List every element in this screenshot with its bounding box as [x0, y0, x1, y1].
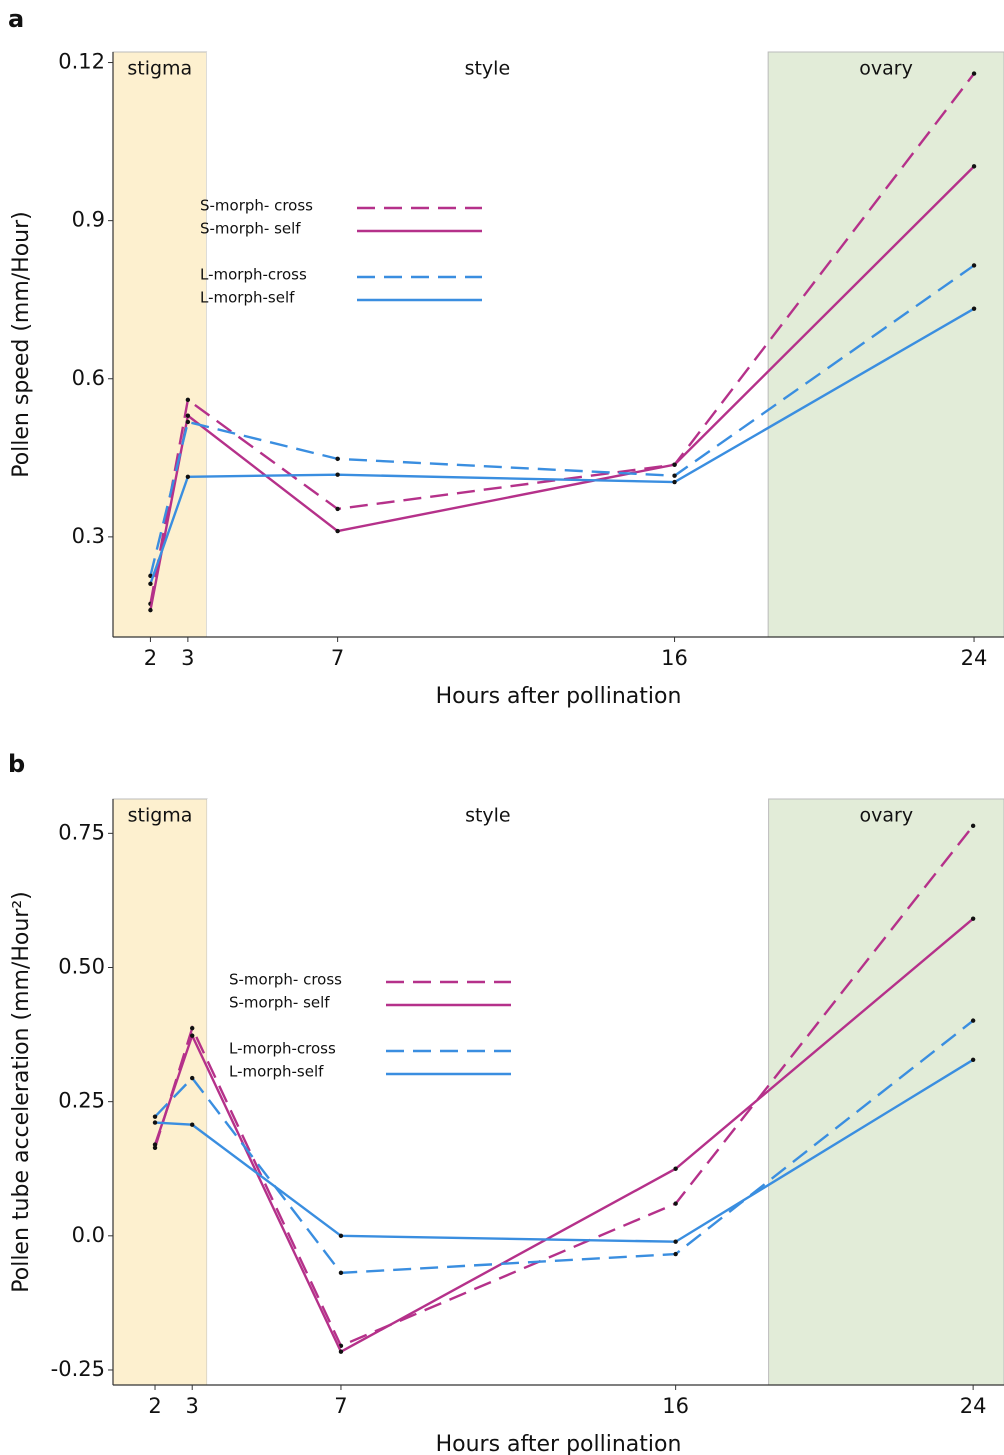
legend-label: L-morph-self [229, 1063, 324, 1081]
data-point [971, 306, 977, 311]
x-tick-label: 7 [334, 1394, 347, 1418]
data-point [672, 473, 677, 478]
region-label: stigma [128, 805, 193, 827]
data-point [148, 607, 153, 613]
legend-label: S-morph- cross [229, 971, 342, 989]
region [206, 52, 769, 637]
data-point [152, 1120, 158, 1125]
y-tick-label: 0.9 [72, 208, 105, 232]
region-label: ovary [860, 805, 914, 827]
x-tick-label: 2 [144, 646, 157, 670]
data-point [152, 1145, 158, 1151]
region-label: stigma [127, 58, 192, 80]
legend-label: L-morph-cross [200, 266, 307, 284]
y-tick-label: -0.25 [51, 1357, 105, 1381]
data-point [335, 472, 340, 477]
data-point [971, 71, 977, 76]
data-point [185, 397, 191, 403]
data-point [970, 823, 976, 829]
x-tick-label: 16 [661, 646, 688, 670]
data-point [672, 479, 677, 485]
x-tick-label: 3 [181, 646, 194, 670]
y-axis-title: Pollen speed (mm/Hour) [9, 211, 34, 478]
y-tick-label: 0.50 [58, 955, 105, 979]
region [207, 799, 769, 1385]
data-point [148, 573, 153, 579]
y-tick-label: 0.6 [72, 366, 105, 390]
panel-letter: a [8, 5, 24, 33]
region-label: style [465, 805, 511, 827]
data-point [148, 581, 153, 586]
data-point [338, 1349, 344, 1354]
x-tick-label: 2 [148, 1394, 161, 1418]
y-tick-label: 0.3 [72, 524, 105, 548]
y-tick-label: 0.75 [58, 820, 105, 844]
data-point [190, 1025, 195, 1031]
data-point [338, 1233, 344, 1239]
x-axis-title: Hours after pollination [436, 684, 682, 709]
legend-label: S-morph- self [229, 994, 330, 1012]
data-point [335, 456, 340, 462]
y-tick-label: 0.25 [58, 1089, 105, 1113]
legend-label: S-morph- self [200, 220, 301, 238]
legend-label: L-morph-self [200, 289, 295, 307]
data-point [152, 1142, 158, 1147]
data-point [185, 413, 191, 418]
x-tick-label: 24 [961, 646, 988, 670]
panel-letter: b [8, 750, 25, 778]
data-point [970, 1057, 976, 1063]
y-axis-title: Pollen tube acceleration (mm/Hour²) [9, 891, 34, 1292]
legend-label: L-morph-cross [229, 1040, 336, 1058]
data-point [338, 1270, 344, 1276]
region-label: ovary [859, 58, 913, 80]
data-point [673, 1239, 678, 1244]
data-point [672, 462, 677, 467]
data-point [970, 916, 976, 921]
x-axis-title: Hours after pollination [436, 1432, 682, 1455]
y-tick-label: 0.12 [58, 50, 105, 74]
x-tick-label: 16 [662, 1394, 689, 1418]
x-tick-label: 24 [960, 1394, 987, 1418]
region [112, 798, 208, 1386]
data-point [185, 419, 191, 425]
x-tick-label: 3 [186, 1394, 199, 1418]
data-point [190, 1033, 195, 1038]
legend-label: S-morph- cross [200, 197, 313, 215]
data-point [970, 1018, 976, 1023]
region [767, 51, 1004, 638]
region [768, 798, 1004, 1386]
y-tick-label: 0.0 [72, 1223, 105, 1247]
data-point [673, 1251, 678, 1257]
data-point [335, 506, 340, 512]
data-point [673, 1166, 678, 1171]
data-point [190, 1122, 195, 1127]
data-point [971, 263, 977, 268]
x-tick-label: 7 [331, 646, 344, 670]
data-point [190, 1075, 195, 1081]
data-point [152, 1114, 158, 1119]
data-point [185, 474, 191, 479]
data-point [335, 528, 340, 534]
region-label: style [465, 58, 511, 80]
data-point [971, 164, 977, 169]
data-point [673, 1201, 678, 1206]
